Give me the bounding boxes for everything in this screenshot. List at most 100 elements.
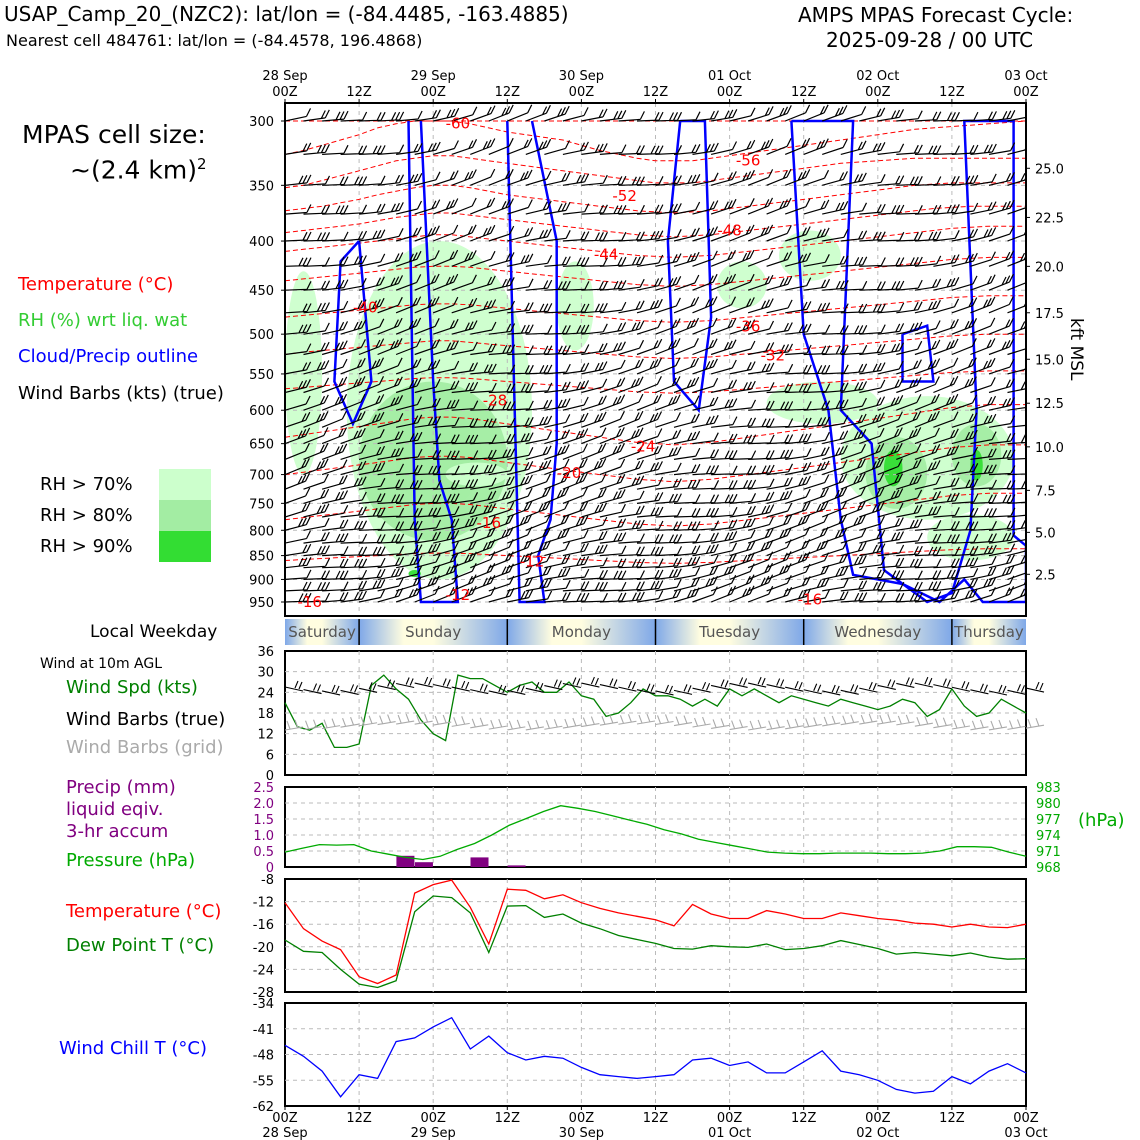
wind-barb	[970, 227, 997, 242]
wind-barb	[358, 318, 385, 335]
wind-speed-line	[284, 674, 1027, 749]
wind-barb	[877, 378, 904, 394]
wind-barb	[673, 395, 700, 411]
wind-barb	[433, 107, 460, 122]
pressure-tick-label: 800	[249, 524, 274, 539]
wind-barbs-true-label: Wind Barbs (true)	[66, 709, 226, 730]
wind-barb	[822, 139, 848, 155]
wind-barb	[396, 507, 423, 518]
wind-barb	[599, 570, 627, 580]
wind-barb	[322, 205, 349, 215]
wind-barb	[358, 394, 385, 411]
wind-barb	[840, 325, 868, 335]
wind-barb	[710, 564, 737, 580]
wind-barb	[673, 274, 700, 291]
wind-barb	[951, 429, 978, 445]
wind-barb	[710, 542, 738, 557]
wind-barb	[636, 590, 664, 603]
wind-barb	[285, 530, 312, 544]
wind-barb	[951, 174, 979, 186]
wind-barb	[581, 592, 608, 603]
wind-barb	[803, 431, 830, 445]
wind-barb	[303, 144, 330, 155]
wind-barb	[785, 448, 812, 460]
bottom-date-label: 01 Oct	[708, 1126, 751, 1140]
wind-barb	[988, 415, 1016, 428]
wind-barb	[673, 521, 701, 531]
wind-barb	[803, 138, 829, 155]
wind-barb	[599, 458, 626, 476]
wind-barb-grid	[303, 719, 322, 731]
wind-barb	[1025, 120, 1026, 121]
wind-barb	[766, 363, 794, 375]
wind-barb	[1007, 588, 1026, 603]
wind-barb	[321, 376, 348, 394]
wind-barb	[710, 398, 738, 411]
wind-barb	[451, 297, 478, 314]
wind-barb	[673, 376, 700, 394]
wind-barb	[433, 140, 459, 155]
wind-barb	[340, 520, 368, 531]
wind-barb	[618, 519, 645, 531]
wind-barb	[803, 345, 831, 356]
wind-barb	[451, 504, 478, 518]
wind-barb	[488, 575, 515, 592]
wind-barb	[618, 546, 645, 557]
wind-barb	[525, 303, 553, 314]
wind-barb	[636, 111, 664, 122]
wind-barb	[970, 413, 997, 428]
wind-barb	[766, 276, 793, 291]
wind-barb	[729, 529, 756, 544]
wind-barb-grid	[1007, 719, 1026, 730]
wind-barb	[655, 557, 682, 569]
wind-barb	[544, 429, 571, 445]
wind-barb	[877, 204, 905, 215]
wind-barb	[358, 376, 385, 394]
wind-barb	[748, 400, 775, 411]
wind-barb	[859, 592, 886, 603]
wind-barb	[803, 383, 831, 394]
wind-barb-true	[507, 684, 526, 695]
wind-barb	[970, 201, 997, 215]
wind-barb	[766, 225, 792, 242]
wind-barb	[470, 449, 497, 460]
wind-barb-true	[414, 676, 433, 688]
wind-barb	[747, 224, 774, 242]
wind-barb	[507, 199, 533, 215]
pressure-tick-label: 400	[249, 235, 274, 250]
wind-barb	[766, 168, 792, 186]
wind-barb	[358, 589, 386, 603]
wind-barb	[618, 410, 644, 428]
wind-barb	[340, 357, 366, 375]
wind-barb	[766, 477, 793, 490]
wind-barb	[562, 556, 590, 569]
pressure-line	[284, 805, 1027, 861]
temp-panel-ytick: -20	[253, 941, 274, 956]
wind-barb	[507, 589, 534, 603]
wind-barb	[784, 551, 811, 569]
wind-barb	[785, 344, 812, 356]
wind-barb	[581, 458, 607, 476]
weekday-band-thursday	[951, 619, 1026, 645]
wind-barb	[321, 427, 348, 445]
wind-barb	[414, 507, 442, 518]
wind-barb	[933, 338, 959, 356]
wind-barb	[377, 507, 405, 518]
wind-barb	[303, 473, 329, 490]
temp-contour-label: -60	[446, 114, 471, 132]
wind-barb	[766, 539, 792, 557]
wind-barb-true	[896, 677, 915, 688]
wind-barb	[451, 224, 477, 242]
wind-barb	[303, 322, 330, 335]
wind-barb	[414, 359, 441, 375]
wind-barb	[951, 446, 979, 460]
wind-barb	[951, 533, 979, 544]
wind-barb	[840, 230, 868, 242]
wind-barb	[840, 458, 866, 476]
wind-barb	[488, 514, 514, 531]
wind-barb	[433, 434, 460, 445]
wind-barb	[395, 317, 422, 335]
wind-barb	[655, 462, 682, 476]
wind-barb	[581, 143, 608, 155]
kft-tick-label: 22.5	[1035, 211, 1064, 226]
